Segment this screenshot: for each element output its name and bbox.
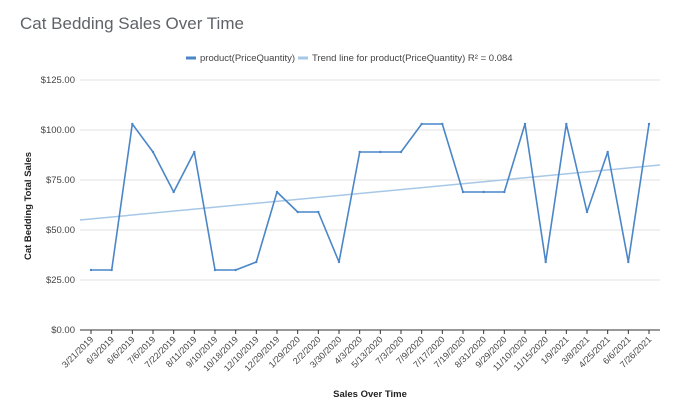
- data-point: [172, 190, 175, 194]
- y-tick-label: $75.00: [46, 175, 75, 186]
- data-point: [482, 190, 485, 194]
- data-point: [317, 210, 320, 214]
- y-axis-ticks: $0.00 $25.00 $50.00 $75.00 $100.00 $125.00: [41, 75, 75, 336]
- data-point: [585, 210, 589, 214]
- x-axis-title: Sales Over Time: [333, 389, 407, 400]
- legend-trendline-label: Trend line for product(PriceQuantity) R²…: [312, 53, 513, 64]
- data-point: [565, 122, 568, 126]
- data-point: [193, 150, 196, 154]
- legend: product(PriceQuantity) Trend line for pr…: [186, 53, 513, 64]
- data-point: [337, 260, 341, 264]
- y-tick-label: $125.00: [41, 75, 75, 86]
- x-axis-ticks: 3/21/20196/3/20196/6/20197/6/20197/22/20…: [60, 330, 653, 373]
- data-point: [627, 260, 630, 264]
- data-point: [151, 150, 155, 154]
- data-point: [110, 268, 113, 272]
- gridlines: [80, 79, 660, 281]
- data-point: [606, 150, 609, 154]
- y-tick-label: $50.00: [46, 225, 75, 236]
- data-point: [399, 150, 403, 154]
- data-point: [503, 190, 506, 194]
- data-point: [358, 150, 361, 154]
- y-tick-label: $0.00: [51, 325, 75, 336]
- y-tick-label: $25.00: [46, 275, 75, 286]
- data-point: [89, 268, 93, 272]
- data-point: [461, 190, 465, 194]
- data-point: [234, 268, 237, 272]
- data-point: [647, 122, 651, 126]
- legend-series-label: product(PriceQuantity): [200, 53, 295, 64]
- series-line: [91, 123, 650, 271]
- data-point: [255, 260, 258, 264]
- y-axis-title: Cat Bedding Total Sales: [23, 152, 34, 260]
- data-point: [131, 122, 134, 126]
- y-tick-label: $100.00: [41, 125, 75, 136]
- data-points: [89, 122, 651, 272]
- data-point: [275, 190, 279, 194]
- data-point: [544, 260, 547, 264]
- data-point: [523, 122, 527, 126]
- data-point: [213, 268, 217, 272]
- data-point: [441, 122, 444, 126]
- data-point: [420, 122, 423, 126]
- data-point: [379, 150, 382, 154]
- data-point: [296, 210, 299, 214]
- trend-line: [79, 164, 661, 221]
- chart-title: Cat Bedding Sales Over Time: [20, 14, 244, 33]
